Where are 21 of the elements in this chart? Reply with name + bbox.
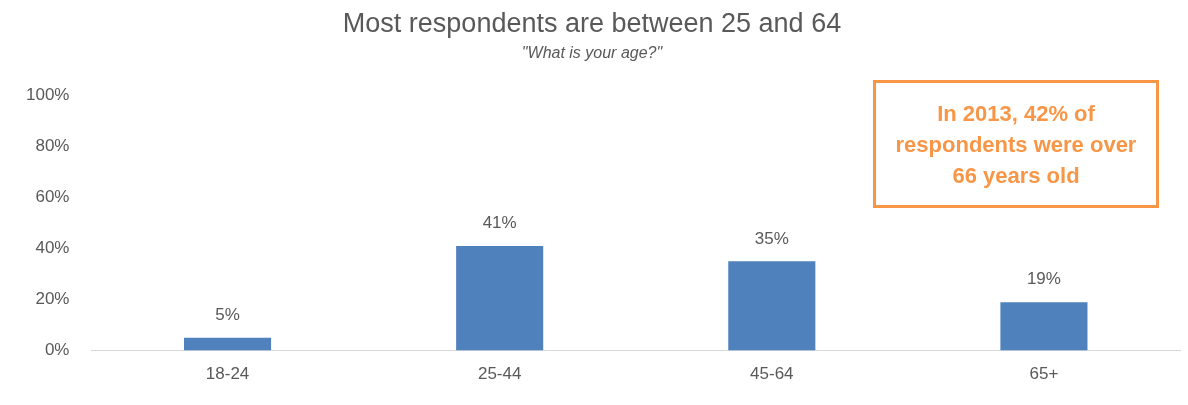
bar <box>1000 302 1088 351</box>
y-tick-label: 80% <box>35 136 70 156</box>
y-tick-label: 40% <box>35 238 70 258</box>
y-tick-label: 20% <box>35 289 70 309</box>
bar <box>184 337 272 351</box>
chart-subtitle: "What is your age?" <box>521 44 664 62</box>
data-label: 19% <box>1026 269 1061 289</box>
annotation: In 2013, 42% of respondents were over 66 years old <box>873 80 1159 208</box>
data-label: 41% <box>482 213 517 233</box>
x-tick-label: 65+ <box>1029 364 1059 384</box>
x-tick-label: 25-44 <box>477 364 522 384</box>
bar <box>456 246 544 351</box>
data-label: 35% <box>754 228 789 248</box>
data-label: 5% <box>215 305 240 325</box>
x-tick-label: 18-24 <box>205 364 250 384</box>
y-tick-label: 0% <box>44 340 70 360</box>
bar <box>728 261 816 351</box>
y-tick-label: 60% <box>35 187 70 207</box>
x-tick-label: 45-64 <box>750 364 794 384</box>
chart-title: Most respondents are between 25 and 64 <box>342 7 842 38</box>
y-tick-label: 100% <box>26 85 70 105</box>
